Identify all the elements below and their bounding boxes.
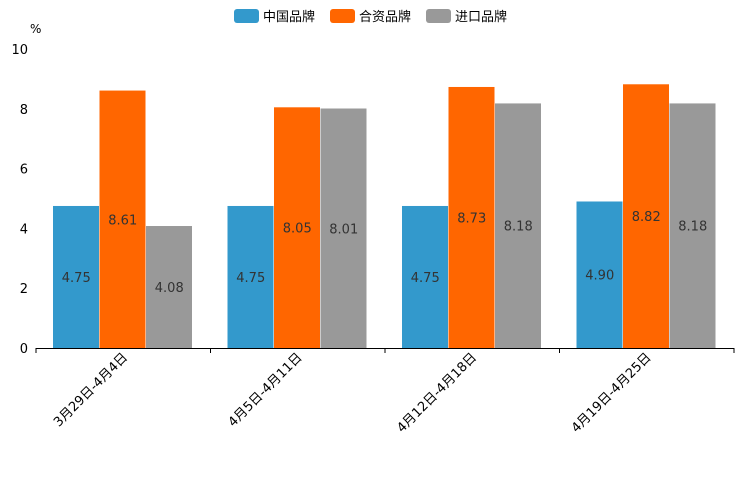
data-label: 8.18 [504,220,533,235]
bar[interactable] [669,103,716,348]
y-tick-label: 10 [11,43,28,58]
legend-swatch-3[interactable] [426,9,451,23]
bar[interactable] [320,108,367,348]
data-label: 8.61 [108,213,137,228]
y-tick-label: 4 [20,222,28,237]
x-tick-label: 4月12日-4月18日 [394,350,480,436]
bar[interactable] [448,86,495,349]
legend: 中国品牌 合资品牌 进口品牌 [234,9,507,25]
bar[interactable] [227,205,274,348]
data-label: 8.18 [678,220,707,235]
y-tick-label: 6 [20,163,28,178]
legend-swatch-2[interactable] [330,9,355,23]
y-tick-label: 8 [20,103,28,118]
data-label: 4.75 [62,271,91,286]
y-axis-unit-label: % [30,22,41,36]
y-tick-label: 0 [20,342,28,357]
x-axis: 3月29日-4月4日 4月5日-4月11日 4月12日-4月18日 4月19日-4月2… [35,348,735,436]
legend-label-1[interactable]: 中国品牌 [263,9,315,25]
data-label: 8.01 [329,222,358,237]
x-tick-label: 4月19日-4月25日 [569,350,655,436]
data-label: 4.75 [411,271,440,286]
legend-label-2[interactable]: 合资品牌 [359,9,411,25]
bar[interactable] [53,205,99,348]
bar[interactable] [146,226,192,348]
x-tick-label: 4月5日-4月11日 [226,350,306,430]
legend-label-3[interactable]: 进口品牌 [455,9,507,25]
bar[interactable] [402,205,448,348]
data-label: 8.73 [457,211,486,226]
bars [53,84,716,349]
data-label: 4.90 [585,269,614,284]
data-label: 4.75 [236,271,265,286]
data-label: 8.82 [632,210,661,225]
bar[interactable] [576,201,623,348]
y-axis: 0 2 4 6 8 10 [11,43,28,357]
y-tick-label: 2 [20,282,28,297]
data-label: 4.08 [155,281,184,296]
x-tick-label: 3月29日-4月4日 [51,350,131,430]
bar[interactable] [99,90,146,348]
legend-swatch-1[interactable] [234,9,259,23]
data-label: 8.05 [283,222,312,237]
bar[interactable] [495,103,541,348]
bar[interactable] [623,84,669,349]
data-labels: 4.75 8.61 4.08 4.75 8.05 8.01 4.75 8.73 8.18 4.90… [62,210,707,296]
bar[interactable] [274,107,320,349]
